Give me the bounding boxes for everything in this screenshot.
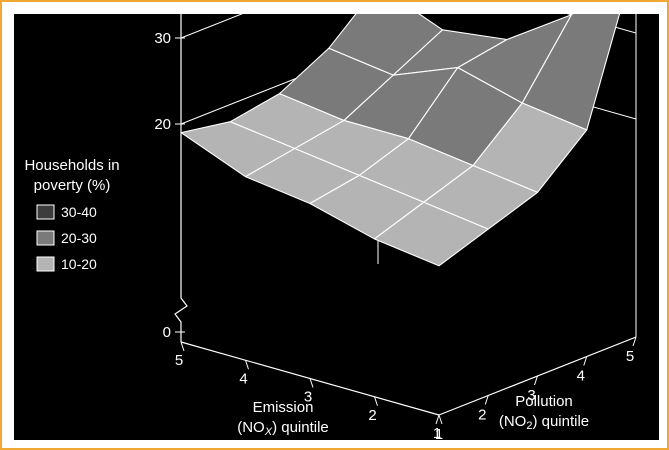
z-axis-break (174, 124, 188, 332)
y-tick (484, 395, 489, 405)
y-tick-label: 4 (577, 368, 585, 385)
legend-label-20-30: 20-30 (61, 230, 97, 246)
y-tick (534, 375, 538, 386)
z-tick-label: 20 (154, 116, 171, 133)
y-axis-title-line2: (NO2) quintile (499, 413, 589, 432)
z-tick-label: 30 (154, 30, 171, 47)
surface-face (373, 201, 489, 267)
chart-panel: 02030401234512345 Households in poverty … (14, 14, 659, 440)
y-tick (435, 414, 440, 425)
x-tick (245, 360, 249, 370)
x-tick (438, 414, 443, 425)
z-tick-label: 0 (163, 324, 171, 341)
legend-label-30-40: 30-40 (61, 204, 97, 220)
x-axis-title-line2: (NOX) quintile (237, 419, 329, 438)
x-tick (180, 341, 185, 352)
legend-title-line2: poverty (%) (34, 177, 111, 194)
y-tick-label: 5 (626, 348, 634, 365)
legend: Households in poverty (%) 30-40 20-30 10… (24, 157, 119, 272)
y-axis-title: Pollution (NO2) quintile (499, 393, 589, 432)
surface-chart: 02030401234512345 Households in poverty … (24, 14, 637, 440)
x-tick-label: 2 (368, 407, 376, 424)
y-tick-label: 3 (527, 387, 535, 404)
legend-title-line1: Households in (24, 157, 119, 174)
x-tick-label: 3 (304, 389, 312, 406)
y-tick (632, 336, 637, 347)
y-tick-label: 1 (435, 426, 443, 440)
x-tick-label: 4 (239, 370, 247, 387)
y-tick (583, 356, 588, 366)
axis-ticks: 02030401234512345 (154, 30, 637, 440)
legend-swatch-10-20 (36, 256, 55, 272)
x-tick (309, 378, 314, 388)
legend-swatch-30-40 (36, 204, 55, 220)
x-axis-title: Emission (NOX) quintile (237, 399, 329, 438)
surface-mesh (180, 14, 621, 267)
legend-swatch-20-30 (36, 230, 55, 246)
x-tick-label: 5 (175, 352, 183, 369)
back-wall-gridline (180, 14, 243, 39)
legend-label-10-20: 10-20 (61, 256, 97, 272)
y-axis-title-line1: Pollution (515, 393, 573, 410)
y-tick-label: 2 (478, 407, 486, 424)
x-tick-label: 1 (433, 425, 441, 440)
x-axis-title-line1: Emission (253, 399, 314, 416)
x-tick (374, 396, 378, 406)
